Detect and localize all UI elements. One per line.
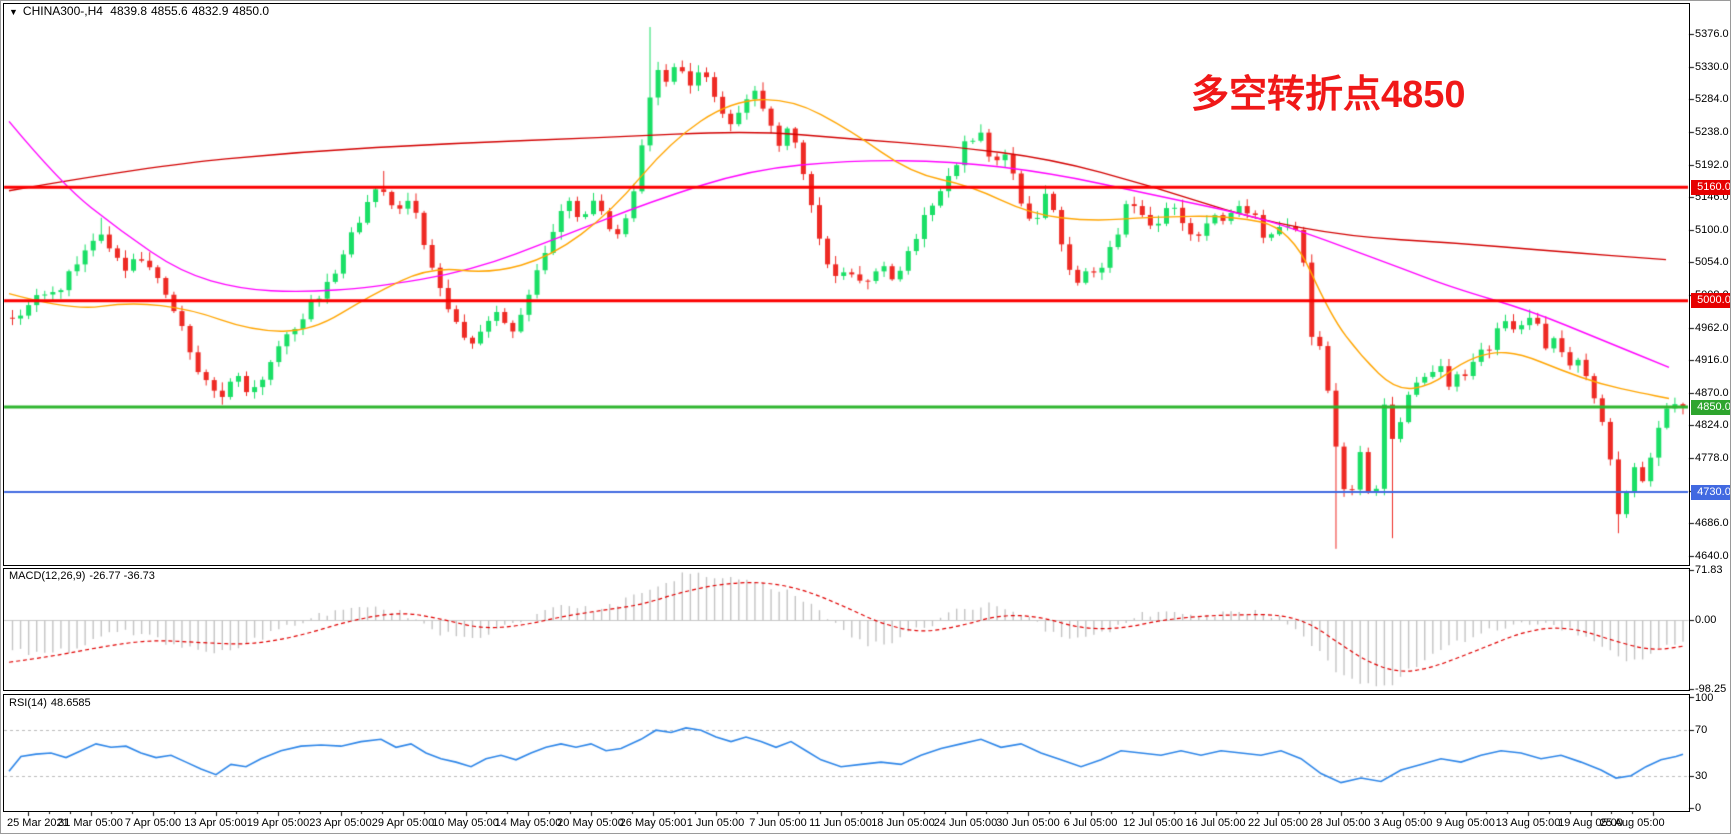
time-axis-label: 30 Jun 05:00 <box>996 817 1060 829</box>
rsi-value: 48.6585 <box>50 697 91 709</box>
macd-tick-label: 71.83 <box>1695 564 1723 576</box>
low-value: 4832.9 <box>191 4 229 18</box>
time-axis-label: 12 Jul 05:00 <box>1123 817 1183 829</box>
time-axis-label: 7 Jun 05:00 <box>749 817 807 829</box>
price-tick-label: 5238.0 <box>1695 125 1729 138</box>
time-axis-label: 3 Aug 05:00 <box>1373 817 1433 829</box>
macd-label: MACD(12,26,9) -26.77 -36.73 <box>9 570 159 582</box>
macd-tick-label: -98.25 <box>1695 683 1727 695</box>
rsi-label: RSI(14) 48.6585 <box>9 697 95 709</box>
price-tick-label: 4870.0 <box>1695 386 1729 399</box>
price-tick-label: 4778.0 <box>1695 452 1729 465</box>
time-axis-label: 13 Aug 05:00 <box>1495 817 1561 829</box>
price-tick-label: 5100.0 <box>1695 223 1729 236</box>
price-tick-label: 5330.0 <box>1695 60 1729 73</box>
time-axis-label: 20 May 05:00 <box>557 817 624 829</box>
macd-tick-label: 0.00 <box>1695 614 1717 627</box>
high-value: 4855.6 <box>151 4 188 18</box>
time-axis-label: 26 May 05:00 <box>619 817 687 829</box>
time-axis-label: 7 Apr 05:00 <box>124 817 182 829</box>
time-axis-label: 31 Mar 05:00 <box>58 817 123 829</box>
rsi-tick-label: 100 <box>1695 691 1714 704</box>
price-tick-label: 5192.0 <box>1695 158 1729 171</box>
macd-values: -26.77 -36.73 <box>89 570 155 582</box>
close-value: 4850.0 <box>232 4 270 18</box>
symbol-label: CHINA300-,H4 <box>22 4 103 18</box>
time-axis-label: 24 Jun 05:00 <box>933 817 998 829</box>
rsi-tick-label: 30 <box>1695 769 1708 782</box>
rsi-name: RSI(14) <box>9 697 47 709</box>
price-tick-label: 5284.0 <box>1695 93 1729 106</box>
open-value: 4839.8 <box>110 4 147 18</box>
collapse-icon[interactable]: ▼ <box>9 7 18 17</box>
time-axis-label: 11 Jun 05:00 <box>809 817 872 829</box>
rsi-tick-label: 70 <box>1695 724 1708 737</box>
price-level-badge[interactable]: 4850.0 <box>1691 399 1730 415</box>
price-tick-label: 4962.0 <box>1695 321 1729 334</box>
time-axis-label: 13 Apr 05:00 <box>184 817 247 829</box>
price-level-badge[interactable]: 5000.0 <box>1691 293 1730 309</box>
time-axis-label: 1 Jun 05:00 <box>686 817 745 829</box>
price-tick-label: 4916.0 <box>1695 354 1729 367</box>
time-axis-label: 19 Apr 05:00 <box>246 817 310 829</box>
macd-name: MACD(12,26,9) <box>9 570 86 582</box>
rsi-tick-label: 0 <box>1695 801 1702 814</box>
annotation-text: 多空转折点4850 <box>1191 74 1466 116</box>
time-axis-label: 25 Aug 05:00 <box>1599 817 1665 829</box>
price-tick-label: 4686.0 <box>1695 517 1729 530</box>
time-axis-label: 6 Jul 05:00 <box>1063 817 1118 829</box>
time-axis-label: 14 May 05:00 <box>494 817 562 829</box>
price-tick-label: 5054.0 <box>1695 256 1729 269</box>
time-axis-label: 25 Mar 2021 <box>7 817 69 829</box>
time-axis-label: 16 Jul 05:00 <box>1185 817 1246 829</box>
time-axis-label: 22 Jul 05:00 <box>1248 817 1308 829</box>
time-axis-label: 29 Apr 05:00 <box>371 817 435 829</box>
time-axis-label: 19 Aug 05:00 <box>1558 817 1623 829</box>
price-tick-label: 5376.0 <box>1695 28 1729 41</box>
price-level-badge[interactable]: 4730.0 <box>1691 484 1730 500</box>
time-axis-label: 28 Jul 05:00 <box>1310 817 1371 829</box>
time-axis-label: 23 Apr 05:00 <box>309 817 372 829</box>
price-level-badge[interactable]: 5160.0 <box>1691 179 1730 195</box>
price-tick-label: 4640.0 <box>1695 549 1729 562</box>
time-axis-label: 18 Jun 05:00 <box>871 817 935 829</box>
time-axis-label: 9 Aug 05:00 <box>1436 817 1495 829</box>
time-axis-label: 10 May 05:00 <box>432 817 499 829</box>
chart-title: ▼ CHINA300-,H4 4839.8 4855.6 4832.9 4850.0 <box>9 4 273 18</box>
price-tick-label: 4824.0 <box>1695 419 1729 432</box>
